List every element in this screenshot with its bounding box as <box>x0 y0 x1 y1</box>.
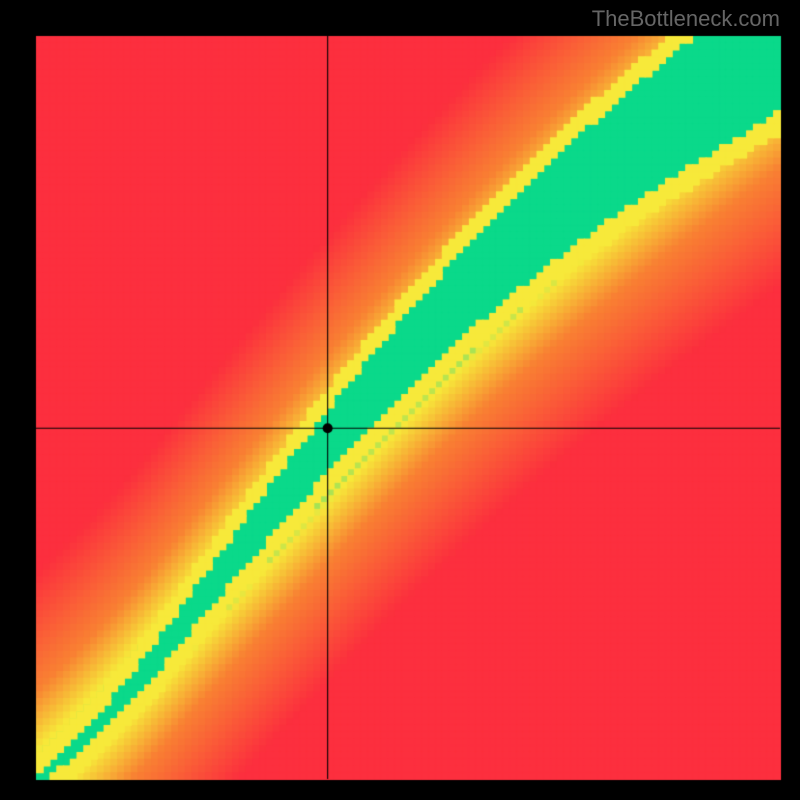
heatmap-canvas <box>0 0 800 800</box>
watermark-text: TheBottleneck.com <box>592 6 780 32</box>
chart-container: TheBottleneck.com <box>0 0 800 800</box>
